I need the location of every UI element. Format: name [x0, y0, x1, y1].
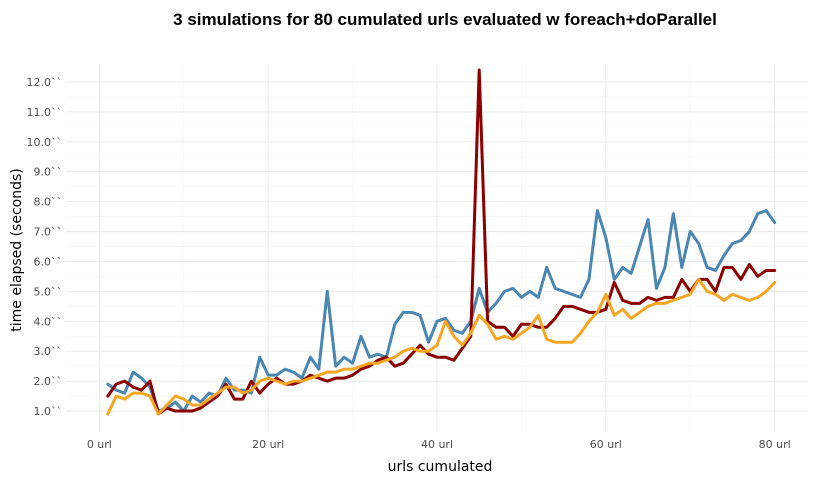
y-tick-label: 8.0`` [34, 196, 63, 209]
y-tick-label: 1.0`` [34, 405, 63, 418]
y-tick-label: 2.0`` [34, 375, 63, 388]
y-tick-label: 11.0`` [27, 106, 63, 119]
x-axis-ticks: 0 url 20 url 40 url 60 url 80 url [87, 438, 791, 451]
y-tick-label: 7.0`` [34, 226, 63, 239]
x-tick-label: 60 url [590, 438, 622, 451]
y-axis-label: time elapsed (seconds) [9, 168, 25, 331]
series-layer [106, 68, 777, 416]
series-line-3 [106, 277, 777, 416]
y-tick-label: 9.0`` [34, 166, 63, 179]
y-tick-label: 6.0`` [34, 255, 63, 268]
y-tick-label: 10.0`` [27, 136, 63, 149]
x-tick-label: 20 url [252, 438, 284, 451]
y-tick-label: 12.0`` [27, 76, 63, 89]
series-line-2 [106, 68, 777, 416]
x-axis-label: urls cumulated [388, 459, 493, 475]
chart-title: 3 simulations for 80 cumulated urls eval… [173, 10, 717, 29]
x-tick-label: 80 url [759, 438, 791, 451]
x-tick-label: 40 url [421, 438, 453, 451]
y-tick-label: 3.0`` [34, 345, 63, 358]
y-axis-ticks: 1.0`` 2.0`` 3.0`` 4.0`` 5.0`` 6.0`` 7.0`` 8.0``… [27, 76, 63, 418]
y-tick-label: 4.0`` [34, 315, 63, 328]
grid-major [66, 64, 808, 432]
y-tick-label: 5.0`` [34, 285, 63, 298]
x-tick-label: 0 url [87, 438, 112, 451]
